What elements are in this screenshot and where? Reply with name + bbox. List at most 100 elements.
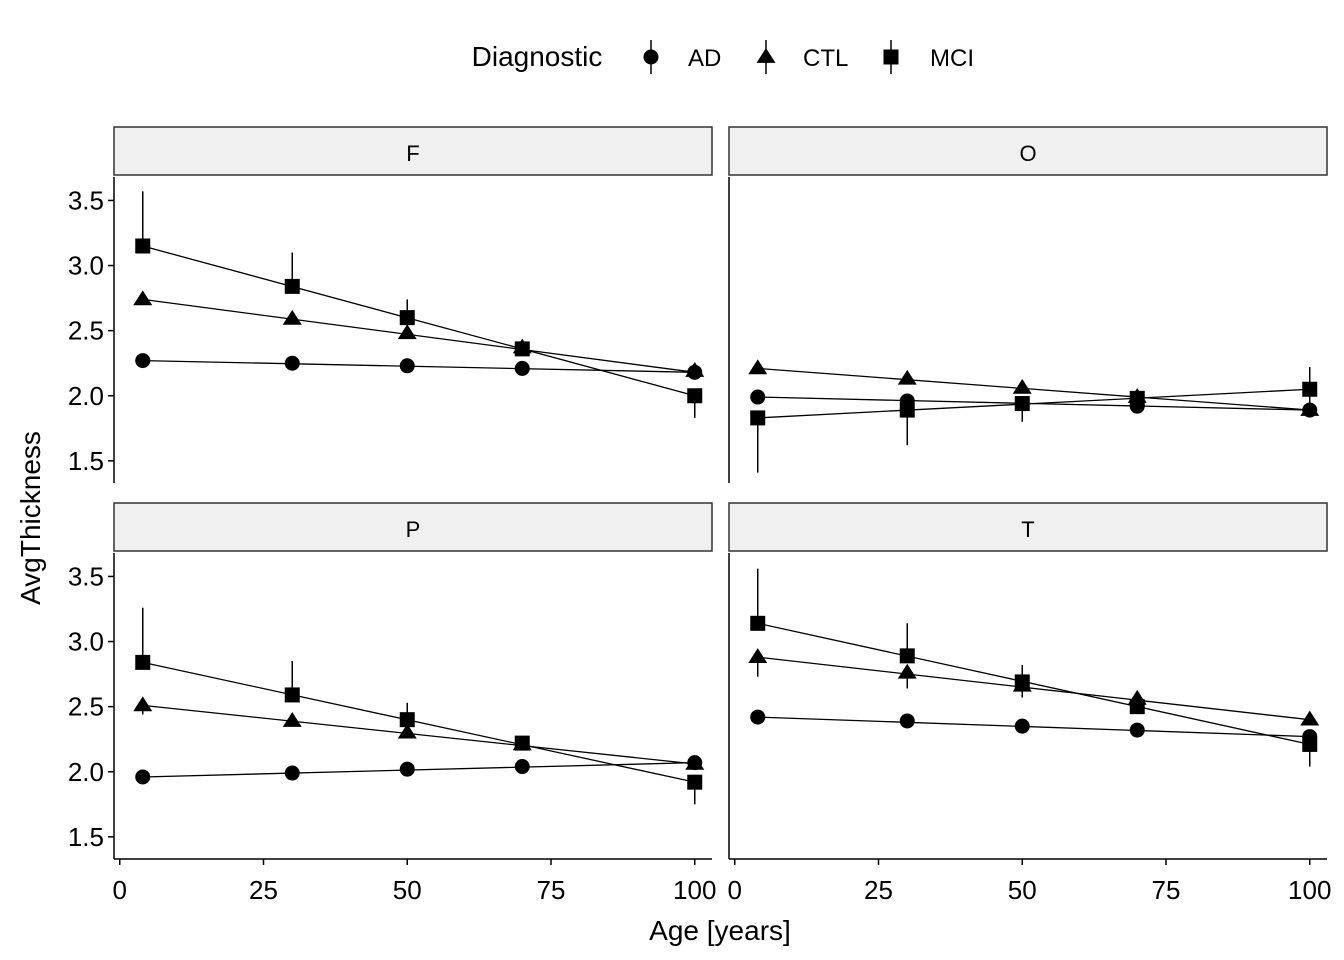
series-mci (750, 568, 1318, 767)
y-tick-label: 3.5 (68, 561, 104, 591)
data-point-ctl (685, 754, 705, 770)
data-point-mci (1014, 396, 1030, 412)
x-tick-label: 100 (1288, 875, 1331, 905)
y-tick-label: 3.5 (68, 185, 104, 215)
series-ad (750, 709, 1318, 745)
series-ctl (748, 648, 1320, 726)
series-ctl (748, 359, 1320, 416)
data-point-ctl (282, 309, 302, 325)
data-point-mci (514, 735, 530, 751)
x-tick-label: 25 (864, 875, 893, 905)
data-point-ctl (133, 290, 153, 306)
facet-strip-label: F (406, 141, 419, 166)
fit-line-ctl (142, 298, 695, 373)
data-point-mci (284, 687, 300, 703)
fit-line-mci (142, 661, 695, 783)
fit-line-ad (142, 761, 695, 778)
data-point-ctl (1300, 710, 1320, 726)
data-point-mci (687, 774, 703, 790)
facet-strip (728, 126, 1328, 176)
x-tick-label: 0 (113, 875, 127, 905)
data-point-ad (135, 353, 151, 369)
facet-strip-label: O (1019, 141, 1036, 166)
facet-strip (113, 502, 713, 552)
x-tick-label: 100 (673, 875, 716, 905)
data-point-ad (899, 713, 915, 729)
data-point-ctl (897, 663, 917, 679)
data-point-ad (135, 769, 151, 785)
series-mci (750, 367, 1318, 473)
legend-key-mci-marker (883, 49, 899, 65)
series-ad (135, 353, 703, 380)
fit-line-mci (757, 388, 1310, 419)
data-point-ctl (282, 711, 302, 727)
data-point-ctl (1012, 378, 1032, 394)
legend-label-mci: MCI (930, 45, 974, 72)
data-point-mci (1014, 674, 1030, 690)
data-point-ctl (748, 359, 768, 375)
data-point-ctl (133, 696, 153, 712)
facet-panel-p: P 1.5 2.0 2.5 3.0 3.5 0 25 50 75 100 (68, 502, 716, 905)
data-point-ad (399, 761, 415, 777)
legend-keys: AD CTL MCI (643, 40, 974, 74)
facet-strip (113, 126, 713, 176)
fit-line-mci (757, 622, 1310, 746)
data-point-mci (1302, 736, 1318, 752)
data-point-ctl (897, 369, 917, 385)
data-point-mci (135, 654, 151, 670)
x-axis-title: Age [years] (649, 915, 791, 946)
facet-panel-o: O (728, 126, 1328, 483)
data-point-mci (399, 310, 415, 326)
data-point-mci (1129, 699, 1145, 715)
y-tick-label: 1.5 (68, 446, 104, 476)
y-tick-label: 1.5 (68, 822, 104, 852)
data-point-ctl (685, 362, 705, 377)
y-tick-label: 2.0 (68, 757, 104, 787)
y-tick-label: 3.0 (68, 251, 104, 281)
legend-label-ad: AD (688, 45, 721, 72)
series-mci (135, 607, 703, 805)
y-tick-label: 2.5 (68, 692, 104, 722)
fit-line-ctl (142, 704, 695, 765)
legend-title: Diagnostic (472, 41, 603, 72)
facet-panels: F 1.5 2.0 2.5 3.0 3.5 O P 1.5 2.0 2.5 3.0 3.5 0 25 50 75… (68, 126, 1331, 905)
data-point-ad (514, 759, 530, 775)
fit-line-ctl (757, 367, 1310, 411)
x-tick-label: 50 (393, 875, 422, 905)
fit-line-ctl (757, 656, 1310, 721)
legend-label-ctl: CTL (803, 45, 848, 72)
data-point-ad (284, 765, 300, 781)
series-ctl (133, 290, 705, 377)
facet-panel-f: F 1.5 2.0 2.5 3.0 3.5 (68, 126, 713, 483)
data-point-mci (750, 410, 766, 426)
series-ctl (133, 696, 705, 770)
facet-panel-t: T 0 25 50 75 100 (728, 502, 1331, 905)
data-point-ad (514, 360, 530, 376)
data-point-ad (399, 358, 415, 374)
series-ad (135, 755, 703, 785)
fit-line-ad (142, 359, 695, 373)
y-axis-title: AvgThickness (15, 431, 46, 605)
legend-key-ctl-marker (756, 48, 776, 63)
data-point-mci (1129, 390, 1145, 406)
data-point-ctl (748, 648, 768, 664)
data-point-ad (1129, 722, 1145, 738)
facet-strip-label: P (406, 517, 421, 542)
data-point-mci (899, 402, 915, 418)
legend: Diagnostic AD CTL MCI (472, 40, 974, 74)
data-point-mci (899, 648, 915, 664)
x-tick-label: 75 (537, 875, 566, 905)
series-mci (135, 191, 703, 418)
data-point-mci (135, 238, 151, 254)
x-tick-label: 50 (1008, 875, 1037, 905)
y-tick-label: 2.0 (68, 381, 104, 411)
data-point-mci (750, 615, 766, 631)
data-point-mci (514, 341, 530, 357)
data-point-ad (284, 355, 300, 371)
data-point-mci (687, 388, 703, 404)
data-point-ad (1014, 718, 1030, 734)
facet-strip-label: T (1021, 517, 1034, 542)
data-point-ad (750, 389, 766, 405)
fit-line-ad (757, 716, 1310, 738)
